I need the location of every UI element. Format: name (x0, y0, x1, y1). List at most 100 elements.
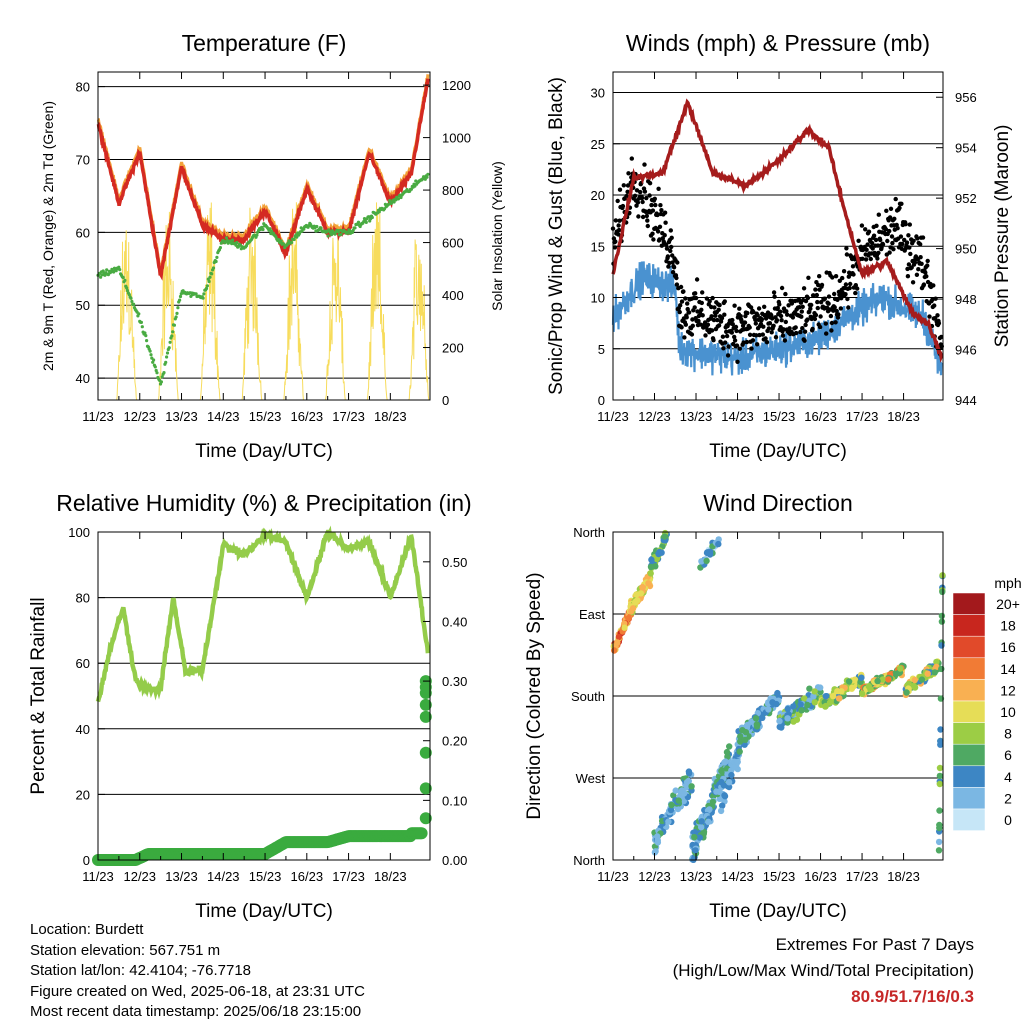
gust-point (793, 325, 798, 330)
gust-point (716, 307, 721, 312)
gust-point (690, 323, 695, 328)
gust-point (751, 309, 756, 315)
gust-point (670, 270, 676, 275)
legend-label: 14 (1000, 661, 1016, 677)
dewpoint-point (290, 240, 294, 245)
direction-point (865, 683, 872, 690)
gust-point (772, 294, 777, 299)
gust-point (693, 291, 698, 296)
dewpoint-point (261, 227, 265, 232)
dewpoint-point (268, 227, 272, 231)
temperature-2m-series (96, 78, 430, 281)
gust-point (685, 301, 690, 306)
gust-point (856, 238, 861, 243)
gust-point (711, 338, 716, 343)
direction-point (903, 689, 910, 696)
direction-point (741, 741, 748, 748)
gust-point (755, 313, 760, 318)
dewpoint-point (215, 255, 219, 259)
gust-point (748, 305, 754, 310)
direction-point (675, 797, 682, 804)
gust-point (843, 282, 849, 287)
gust-point (683, 322, 688, 327)
direction-point (691, 834, 698, 841)
direction-point (759, 714, 766, 721)
gust-point (915, 236, 920, 241)
gust-point (806, 275, 811, 280)
direction-point (653, 555, 660, 563)
direction-point (731, 763, 738, 770)
gust-point (831, 308, 836, 313)
legend-title: mph (994, 575, 1021, 591)
direction-point (709, 798, 717, 806)
direction-point (790, 718, 797, 725)
gust-point (814, 292, 819, 298)
gust-point (662, 210, 668, 215)
gust-point (844, 246, 849, 251)
direction-point (692, 847, 699, 854)
gust-point (883, 227, 889, 232)
dewpoint-point (114, 269, 118, 273)
x-tick-label: 12/23 (638, 869, 671, 884)
y-right-tick-label: 0.30 (442, 674, 467, 689)
pressure-series (611, 98, 944, 364)
gust-point (767, 321, 773, 326)
dewpoint-point (152, 358, 156, 362)
y-axis-label: Direction (Colored By Speed) (524, 572, 545, 819)
gust-point (763, 336, 768, 341)
dewpoint-point (364, 220, 368, 224)
dewpoint-point (315, 224, 319, 229)
gust-point (936, 321, 942, 326)
gust-point (732, 303, 737, 308)
x-tick-label: 15/23 (763, 409, 796, 424)
gust-point (760, 332, 765, 337)
direction-point (810, 693, 817, 700)
x-tick-label: 15/23 (763, 869, 796, 884)
dewpoint-point (168, 340, 172, 344)
y-right-tick-label: 200 (442, 341, 464, 356)
direction-point (728, 771, 735, 779)
y-tick-label: 100 (68, 525, 90, 540)
gust-point (640, 214, 646, 220)
dewpoint-point (175, 311, 179, 315)
gust-point (870, 241, 875, 246)
gust-point (709, 328, 715, 333)
gust-point (711, 317, 717, 323)
dewpoint-point (144, 334, 148, 338)
dewpoint-point (326, 234, 330, 238)
direction-point (703, 557, 710, 565)
dewpoint-point (105, 268, 109, 272)
gust-point (818, 314, 823, 319)
direction-point (924, 670, 931, 677)
direction-point (822, 693, 829, 700)
direction-point (645, 580, 652, 587)
direction-point (725, 783, 733, 791)
gust-point (931, 283, 936, 288)
gust-point (759, 317, 765, 322)
dewpoint-point (164, 360, 168, 364)
direction-point (713, 788, 720, 795)
y-tick-label: 60 (76, 656, 90, 671)
gust-point (665, 254, 671, 259)
direction-point (798, 707, 805, 714)
x-tick-label: 16/23 (804, 869, 837, 884)
gust-point (737, 346, 742, 351)
direction-point (897, 665, 904, 672)
gust-point (813, 287, 818, 292)
legend-label: 18 (1000, 618, 1016, 634)
station-info: Location: Burdett Station elevation: 567… (30, 920, 365, 1023)
direction-point (811, 699, 818, 706)
gust-point (860, 256, 865, 261)
gust-point (699, 307, 704, 312)
y-right-tick-label: 948 (955, 292, 977, 307)
gust-point (749, 346, 754, 351)
gust-point (884, 208, 889, 213)
direction-point (718, 767, 725, 775)
gust-point (629, 156, 634, 161)
y-right-tick-label: 952 (955, 191, 977, 206)
gust-point (675, 260, 680, 265)
gust-point (639, 195, 645, 201)
gust-point (686, 310, 692, 315)
dewpoint-point (123, 278, 127, 282)
gust-point (818, 300, 824, 305)
